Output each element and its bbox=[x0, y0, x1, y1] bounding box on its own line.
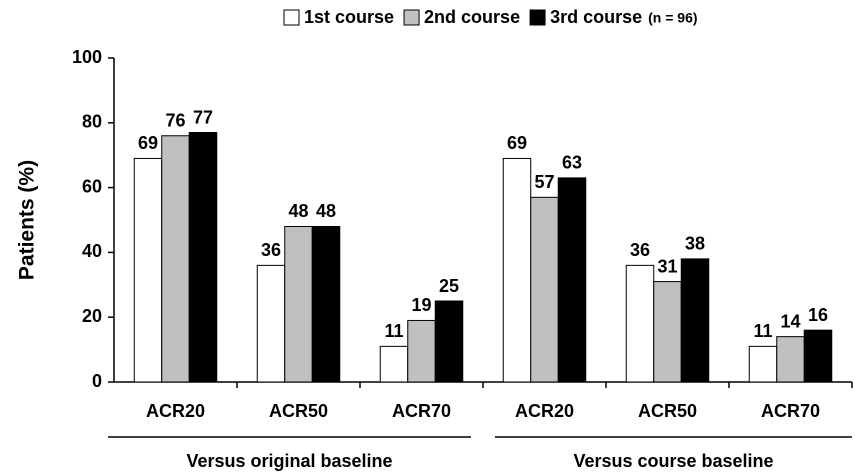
bar bbox=[502, 157, 532, 383]
y-tick-label: 80 bbox=[82, 112, 102, 132]
legend-swatch bbox=[529, 9, 546, 26]
group-label: Versus course baseline bbox=[573, 451, 773, 471]
bar bbox=[161, 135, 190, 383]
bar bbox=[625, 264, 655, 383]
legend-swatch bbox=[403, 9, 420, 26]
value-label: 69 bbox=[138, 133, 158, 153]
value-label: 48 bbox=[288, 201, 308, 221]
value-label: 16 bbox=[808, 305, 828, 325]
value-label: 57 bbox=[534, 172, 554, 192]
y-tick-label: 0 bbox=[92, 371, 102, 391]
x-tick-label: ACR50 bbox=[269, 401, 328, 421]
bar bbox=[530, 196, 559, 383]
bar bbox=[284, 225, 313, 383]
value-label: 77 bbox=[193, 107, 213, 127]
value-label: 38 bbox=[685, 234, 705, 254]
value-label: 25 bbox=[439, 276, 459, 296]
value-label: 69 bbox=[507, 133, 527, 153]
value-label: 31 bbox=[657, 256, 677, 276]
bar bbox=[748, 345, 778, 383]
bar bbox=[434, 300, 464, 383]
y-axis-label: Patients (%) bbox=[16, 160, 39, 280]
x-tick-label: ACR50 bbox=[638, 401, 697, 421]
value-label: 19 bbox=[411, 295, 431, 315]
group-label: Versus original baseline bbox=[186, 451, 392, 471]
y-tick-label: 20 bbox=[82, 306, 102, 326]
value-label: 14 bbox=[780, 311, 800, 331]
value-label: 63 bbox=[562, 153, 582, 173]
value-label: 11 bbox=[753, 321, 772, 341]
bar bbox=[311, 225, 341, 383]
x-tick-label: ACR70 bbox=[761, 401, 820, 421]
bar bbox=[379, 345, 409, 383]
legend-label: 3rd course bbox=[550, 7, 642, 27]
x-tick-label: ACR20 bbox=[515, 401, 574, 421]
bar bbox=[680, 258, 710, 383]
value-label: 36 bbox=[261, 240, 281, 260]
value-label: 11 bbox=[384, 321, 403, 341]
bar bbox=[803, 329, 833, 383]
value-label: 48 bbox=[316, 201, 336, 221]
bar bbox=[557, 177, 587, 383]
value-label: 36 bbox=[630, 240, 650, 260]
bar bbox=[188, 132, 218, 383]
bar bbox=[407, 319, 436, 383]
y-tick-label: 100 bbox=[72, 47, 102, 67]
value-label: 76 bbox=[165, 111, 185, 131]
legend-label: 2nd course bbox=[424, 7, 520, 27]
y-tick-label: 60 bbox=[82, 176, 102, 196]
legend-label: 1st course bbox=[304, 7, 394, 27]
bar bbox=[256, 264, 286, 383]
x-tick-label: ACR20 bbox=[146, 401, 205, 421]
y-tick-label: 40 bbox=[82, 241, 102, 261]
x-tick-label: ACR70 bbox=[392, 401, 451, 421]
legend-swatch bbox=[283, 9, 300, 26]
bar bbox=[776, 336, 805, 383]
legend-note: (n = 96) bbox=[648, 10, 697, 26]
bar bbox=[653, 281, 682, 383]
bar bbox=[133, 157, 163, 383]
